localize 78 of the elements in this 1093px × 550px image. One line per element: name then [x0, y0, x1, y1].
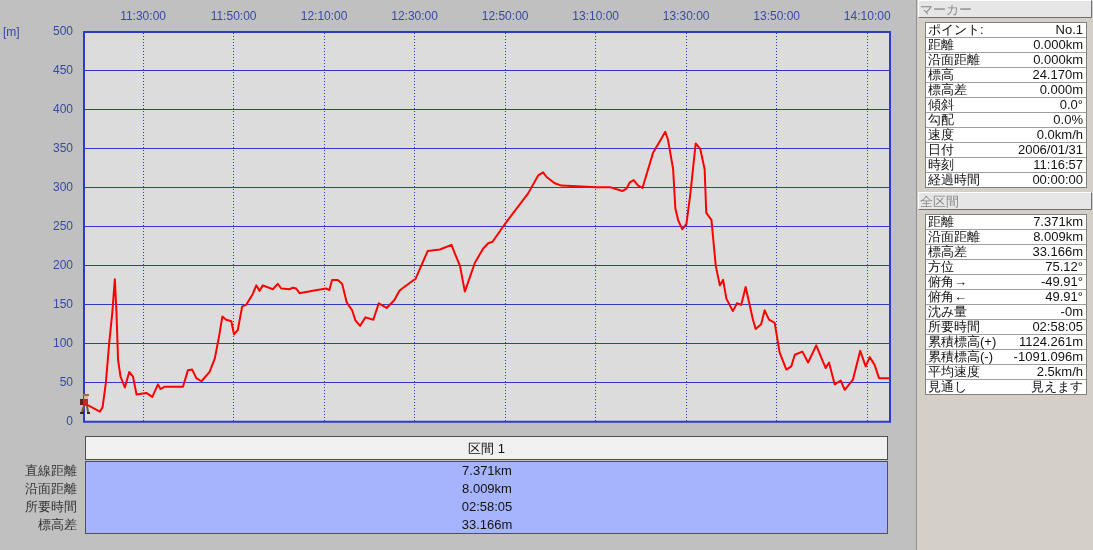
text: 7.371km [1033, 214, 1083, 229]
x-tick-label: 14:10:00 [843, 9, 891, 24]
text: ポイント: [928, 22, 984, 37]
x-tick-label: 13:10:00 [572, 9, 620, 24]
text: 1124.261m [1018, 334, 1083, 349]
text: -1091.096m [1013, 349, 1083, 364]
x-tick-label: 11:30:00 [120, 9, 167, 24]
text: 俯角→ [928, 274, 967, 289]
text: 2.5km/h [1036, 364, 1083, 379]
text: 02:58:05 [461, 499, 513, 514]
text: 33.166m [1032, 244, 1083, 259]
text: 0.000km [1033, 52, 1083, 67]
x-tick-label: 12:10:00 [300, 9, 348, 24]
x-tick-label: 11:50:00 [210, 9, 257, 24]
text: 距離 [928, 37, 954, 52]
text: 勾配 [928, 112, 954, 127]
x-tick-label: 12:30:00 [391, 9, 439, 24]
text: 49.91° [1045, 289, 1083, 304]
text: 沿面距離 [928, 229, 980, 244]
y-tick-label: 50 [59, 375, 74, 390]
y-tick-label: 200 [52, 258, 74, 273]
text: 所要時間 [928, 319, 980, 334]
text: 区間 1 [468, 441, 505, 456]
y-tick-label: 0 [66, 414, 74, 429]
y-tick-label: 500 [52, 24, 74, 39]
text: 沈み量 [928, 304, 967, 319]
text: 00:00:00 [1032, 172, 1083, 187]
text: 標高 [928, 67, 954, 82]
text: 累積標高(+) [928, 334, 997, 349]
text: 直線距離 [25, 463, 77, 478]
text: 24.170m [1032, 67, 1083, 82]
text: 全区間 [920, 194, 959, 209]
text: 沿面距離 [25, 481, 77, 496]
x-tick-label: 12:50:00 [481, 9, 529, 24]
text: 75.12° [1045, 259, 1083, 274]
y-tick-label: 450 [52, 63, 74, 78]
text: -49.91° [1040, 274, 1083, 289]
text: 沿面距離 [928, 52, 980, 67]
text: 俯角← [928, 289, 967, 304]
text: 8.009km [462, 481, 512, 496]
text: マーカー [920, 2, 972, 17]
text: 7.371km [462, 463, 512, 478]
text: 距離 [928, 214, 954, 229]
text: 0.0km/h [1036, 127, 1083, 142]
y-tick-label: 150 [52, 297, 74, 312]
text: 方位 [928, 259, 954, 274]
text: 累積標高(-) [928, 349, 993, 364]
x-tick-label: 13:50:00 [753, 9, 801, 24]
text: 0.0% [1053, 112, 1083, 127]
text: 33.166m [461, 517, 513, 532]
text: 標高差 [38, 517, 77, 532]
text: 02:58:05 [1032, 319, 1083, 334]
y-tick-label: 100 [52, 336, 74, 351]
text: 平均速度 [928, 364, 980, 379]
text: 時刻 [928, 157, 954, 172]
text: 0.000m [1039, 82, 1083, 97]
y-tick-label: 300 [52, 180, 74, 195]
text: 0.000km [1033, 37, 1083, 52]
text: 日付 [928, 142, 954, 157]
text: 8.009km [1033, 229, 1083, 244]
text: 2006/01/31 [1017, 142, 1083, 157]
y-tick-label: 400 [52, 102, 74, 117]
text: 0.0° [1059, 97, 1083, 112]
text: 11:16:57 [1033, 157, 1083, 172]
y-axis-title: [m] [3, 25, 20, 39]
text: 見通し [928, 379, 967, 394]
text: 見えます [1031, 379, 1083, 394]
text: 傾斜 [928, 97, 954, 112]
text: -0m [1060, 304, 1083, 319]
text: 標高差 [928, 82, 967, 97]
y-tick-label: 350 [52, 141, 74, 156]
text: No.1 [1055, 22, 1083, 37]
x-tick-label: 13:30:00 [662, 9, 710, 24]
text: 標高差 [928, 244, 967, 259]
text: 所要時間 [25, 499, 77, 514]
text: 経過時間 [928, 172, 980, 187]
y-tick-label: 250 [52, 219, 74, 234]
text: 速度 [928, 127, 954, 142]
